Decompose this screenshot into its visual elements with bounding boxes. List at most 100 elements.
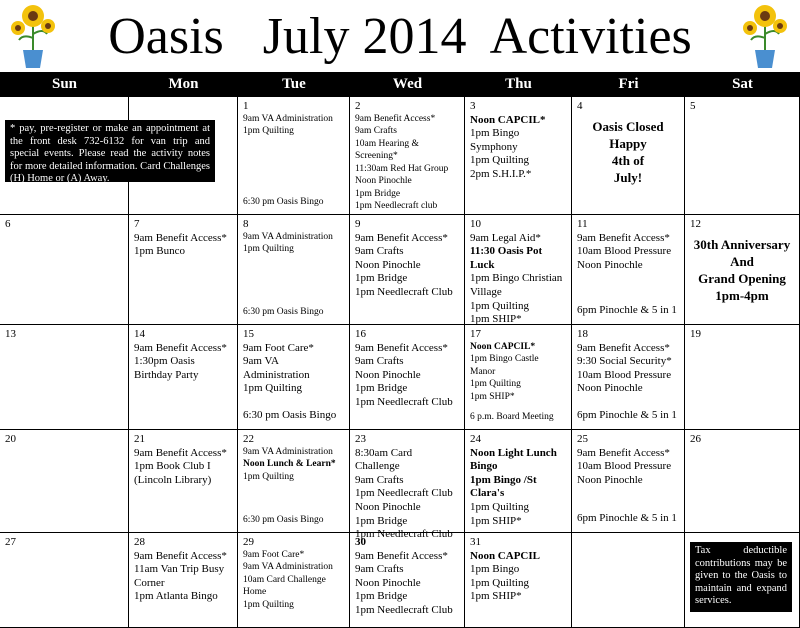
activity: 9am Crafts xyxy=(355,473,404,486)
day-cell: 6 xyxy=(0,215,129,325)
day-cell: 25 9am Benefit Access* 10am Blood Pressure… xyxy=(572,430,685,533)
day-cell: 16 9am Benefit Access* 9am Crafts Noon Pino… xyxy=(350,325,465,430)
activity: 9am Foot Care* xyxy=(243,549,305,560)
activity: Noon Light Lunch Bingo xyxy=(470,446,557,473)
activity: 11am Van Trip Busy Corner xyxy=(134,563,225,589)
announcement: 30th Anniversary And Grand Opening 1pm-4pm xyxy=(690,236,794,304)
activity: 9am VA Administration xyxy=(243,446,333,457)
activity: 1pm Bingo Castle Manor xyxy=(470,354,539,377)
day-cell: 3 Noon CAPCIL* 1pm Bingo Symphony 1pm Quilt… xyxy=(465,97,572,215)
evening-activities: 6pm Pinochle & 5 in 1 xyxy=(577,512,677,526)
day-cell: 15 9am Foot Care* 9am VA Administration 1pm… xyxy=(238,325,350,430)
activity: 1pm Needlecraft Club xyxy=(355,487,453,500)
activity: 1pm Bridge xyxy=(355,188,401,199)
activity: 10am Hearing & Screening* xyxy=(355,138,419,162)
activity: 9am Foot Care* xyxy=(243,341,314,354)
activity: 1pm Needlecraft club xyxy=(355,201,438,211)
announcement-line: Oasis Closed xyxy=(592,118,664,134)
tax-note: Tax deductible contributions may be give… xyxy=(690,542,792,612)
activity: Noon Pinochle xyxy=(577,473,643,486)
date-number: 5 xyxy=(690,100,696,112)
activity: 9am Benefit Access* xyxy=(577,231,670,244)
day-name: Sun xyxy=(51,76,78,92)
activity: 1pm Bingo xyxy=(470,563,520,576)
activity: 1pm Needlecraft Club xyxy=(355,603,453,616)
day-cell: 17 Noon CAPCIL* 1pm Bingo Castle Manor 1pm … xyxy=(465,325,572,430)
date-number: 7 xyxy=(134,218,140,230)
activity: 1pm Bingo /St Clara's xyxy=(470,473,537,500)
activity: 9am Crafts xyxy=(355,126,397,136)
date-number: 19 xyxy=(690,328,701,340)
day-cell: 12 30th Anniversary And Grand Opening 1pm-4p… xyxy=(685,215,800,325)
date-number: 24 xyxy=(470,433,481,445)
activity: 1pm Bridge xyxy=(355,272,408,285)
date-number: 9 xyxy=(355,218,361,230)
flower-icon xyxy=(743,5,787,68)
day-name: Wed xyxy=(392,76,423,92)
announcement-line: 1pm-4pm xyxy=(715,287,769,303)
activity: 1pm Quilting xyxy=(243,599,294,610)
activity: 9am VA Administration xyxy=(243,231,333,242)
day-cell xyxy=(129,97,238,215)
flower-icon xyxy=(11,5,55,68)
day-cell: 1 9am VA Administration 1pm Quilting 6:30 p… xyxy=(238,97,350,215)
activity: 6 p.m. Board Meeting xyxy=(470,411,554,422)
date-number: 22 xyxy=(243,433,254,445)
activity: 1pm Quilting xyxy=(243,471,294,482)
day-cell: 7 9am Benefit Access* 1pm Bunco xyxy=(129,215,238,325)
activity: 1pm Needlecraft Club xyxy=(355,528,453,541)
activity: 1pm SHIP* xyxy=(470,313,522,326)
day-name: Sat xyxy=(732,76,753,92)
date-number: 3 xyxy=(470,100,476,112)
activity: 11:30am Red Hat Group xyxy=(355,163,449,174)
day-cell: 30 9am Benefit Access* 9am Crafts Noon Pino… xyxy=(350,533,465,628)
date-number: 2 xyxy=(355,100,361,112)
day-header: Sun Mon Tue Wed Thu Fri Sat xyxy=(0,72,800,97)
activity: 1pm Quilting xyxy=(243,126,294,136)
activity: 1pm Quilting xyxy=(243,382,302,395)
date-number: 8 xyxy=(243,218,249,230)
date-number: 21 xyxy=(134,433,145,445)
activity: 1pm Atlanta Bingo xyxy=(134,590,218,603)
activity: 9am Legal Aid* xyxy=(470,231,541,244)
date-number: 30 xyxy=(355,536,366,548)
date-number: 4 xyxy=(577,100,583,112)
activity: 10am Blood Pressure xyxy=(577,245,672,258)
activity: Noon Pinochle xyxy=(355,368,421,381)
activity: Noon Pinochle xyxy=(355,500,421,513)
announcement-line: July! xyxy=(613,169,643,185)
day-cell: 26 xyxy=(685,430,800,533)
date-number: 31 xyxy=(470,536,481,548)
activity: 6pm Pinochle & 5 in 1 xyxy=(577,304,677,317)
activity: 9am Benefit Access* xyxy=(134,231,227,244)
day-cell: 14 9am Benefit Access* 1:30pm Oasis Birthd… xyxy=(129,325,238,430)
evening-activities: 6pm Pinochle & 5 in 1 xyxy=(577,304,677,318)
activity: 11:30 Oasis Pot Luck xyxy=(470,245,543,271)
announcement-line: Happy xyxy=(609,135,647,151)
activity: Noon Pinochle xyxy=(355,576,421,589)
date-number: 18 xyxy=(577,328,588,340)
activity: 1pm Bunco xyxy=(134,245,186,258)
activity: 10am Blood Pressure xyxy=(577,368,672,381)
day-name: Tue xyxy=(282,76,306,92)
activity: 9am Benefit Access* xyxy=(134,341,227,354)
activity: 1pm Quilting xyxy=(470,299,529,312)
day-cell: 5 xyxy=(685,97,800,215)
activity: 1pm Bridge xyxy=(355,382,408,395)
activity: Noon Pinochle xyxy=(355,258,421,271)
day-cell: 21 9am Benefit Access* 1pm Book Club I (Lin… xyxy=(129,430,238,533)
announcement-line: 30th Anniversary xyxy=(693,236,791,252)
day-cell: 11 9am Benefit Access* 10am Blood Pressure… xyxy=(572,215,685,325)
evening-activities: 6 p.m. Board Meeting xyxy=(470,411,554,424)
activity: 6pm Pinochle & 5 in 1 xyxy=(577,409,677,422)
activity: 6pm Pinochle & 5 in 1 xyxy=(577,512,677,525)
date-number: 14 xyxy=(134,328,145,340)
date-number: 11 xyxy=(577,218,588,230)
activity: 9am Crafts xyxy=(355,355,404,368)
date-number: 28 xyxy=(134,536,145,548)
day-cell: 28 9am Benefit Access* 11am Van Trip Busy … xyxy=(129,533,238,628)
date-number: 27 xyxy=(5,536,16,548)
day-cell: 8 9am VA Administration 1pm Quilting 6:30 p… xyxy=(238,215,350,325)
activity: 9am Benefit Access* xyxy=(355,113,436,124)
day-cell: 19 xyxy=(685,325,800,430)
